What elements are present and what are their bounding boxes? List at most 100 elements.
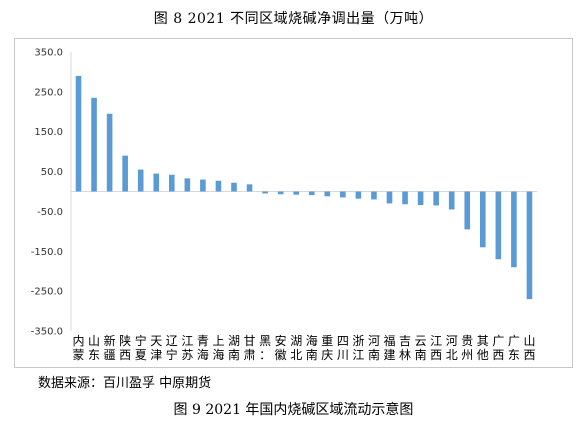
- x-category-label: 海: [306, 333, 318, 348]
- x-category-label: 辽: [166, 334, 178, 348]
- x-category-label: 西: [430, 348, 442, 362]
- x-category-label: 四: [337, 334, 349, 348]
- x-category-label: 其: [477, 334, 489, 348]
- bar-吉林: [402, 191, 408, 205]
- bar-甘肃: [246, 184, 253, 192]
- bar-广东: [511, 191, 517, 268]
- x-category-label: 津: [150, 348, 162, 362]
- x-category-label: 肃: [244, 348, 256, 362]
- x-category-label: 浙: [352, 334, 364, 348]
- chart-title: 图 8 2021 不同区域烧碱净调出量（万吨）: [153, 11, 434, 27]
- x-category-label: 海: [212, 347, 224, 362]
- bar-贵州: [464, 191, 471, 230]
- bar-陕西: [122, 155, 128, 192]
- x-category-label: 新: [104, 333, 116, 348]
- chart-area: 350.0 250.0 150.0 50.0 -50.0 -150.0 -250.0 -350…: [14, 38, 573, 368]
- bar-安徽: [277, 191, 284, 195]
- x-category-label: 建: [383, 348, 395, 362]
- x-category-label: 广: [508, 334, 520, 348]
- bar-黑龙: [262, 191, 268, 194]
- bar-湖南: [231, 182, 237, 192]
- bar-河北: [448, 191, 455, 210]
- x-category-label: 天: [150, 334, 162, 348]
- bar-广西: [495, 191, 502, 260]
- bar-上海: [215, 180, 222, 192]
- x-category-label: 宁: [166, 347, 178, 362]
- x-category-label: 南: [228, 347, 240, 362]
- x-category-label: 吉: [399, 334, 411, 348]
- x-category-label: 西: [523, 348, 535, 362]
- bar-内蒙: [75, 75, 82, 192]
- x-category-label: 内: [72, 334, 84, 348]
- x-category-label: 甘: [244, 334, 256, 348]
- y-tick-label: -50.0: [37, 207, 63, 218]
- x-category-label: 海: [197, 347, 209, 362]
- y-tick-label: -350.0: [31, 327, 63, 338]
- bar-四川: [340, 191, 346, 198]
- x-category-label: 东: [508, 348, 520, 362]
- x-category-label: 河: [368, 334, 380, 348]
- x-category-label: 青: [197, 334, 209, 348]
- bar-重庆: [324, 191, 331, 197]
- y-tick-label: 150.0: [34, 127, 63, 138]
- bar-山西: [526, 191, 533, 300]
- x-category-label: 徽: [275, 347, 287, 362]
- y-axis-labels: 350.0 250.0 150.0 50.0 -50.0 -150.0 -250.0 -350…: [31, 48, 63, 338]
- x-category-label: 西: [119, 348, 131, 362]
- x-category-label: 广: [492, 334, 504, 348]
- x-axis-labels: 内蒙山东新疆陕西宁夏天津辽宁江苏青海上海湖南甘肃黑：安徽湖北海南重庆四川浙江河南…: [72, 333, 535, 362]
- bar-新疆: [106, 113, 113, 192]
- y-tick-label: 350.0: [34, 48, 63, 59]
- bar-福建: [386, 191, 393, 204]
- bar-江苏: [184, 178, 191, 192]
- x-category-label: 西: [492, 348, 504, 362]
- y-tick-label: 250.0: [34, 87, 63, 98]
- x-category-label: 林: [399, 348, 411, 362]
- bar-chart: 350.0 250.0 150.0 50.0 -50.0 -150.0 -250.0 -350…: [31, 48, 538, 362]
- x-category-label: 福: [383, 333, 395, 348]
- bar-浙江: [355, 191, 362, 199]
- x-category-label: 州: [461, 348, 473, 362]
- x-category-label: ：: [259, 348, 271, 362]
- x-category-label: 南: [415, 347, 427, 362]
- x-category-label: 陕: [119, 333, 131, 348]
- x-category-label: 庆: [321, 348, 333, 362]
- x-category-label: 山: [523, 334, 535, 348]
- bar-天津: [153, 173, 160, 192]
- x-category-label: 江: [430, 334, 442, 348]
- x-category-label: 蒙: [72, 348, 84, 362]
- x-category-label: 川: [337, 348, 349, 362]
- x-category-label: 江: [352, 348, 364, 362]
- bar-湖北: [293, 191, 299, 195]
- y-tick-label: -250.0: [31, 287, 63, 298]
- x-category-label: 重: [321, 334, 333, 348]
- x-category-label: 河: [446, 334, 458, 348]
- x-category-label: 安: [275, 333, 287, 348]
- bar-其他: [480, 191, 486, 248]
- bar-山东: [91, 97, 97, 192]
- x-category-label: 山: [88, 334, 100, 348]
- x-category-label: 江: [181, 334, 193, 348]
- x-category-label: 南: [306, 347, 318, 362]
- data-source-note: 数据来源：百川盈孚 中原期货: [38, 376, 212, 391]
- x-category-label: 上: [212, 334, 224, 348]
- x-category-label: 疆: [104, 348, 116, 362]
- bar-辽宁: [169, 174, 175, 192]
- bars: [75, 75, 533, 300]
- x-category-label: 湖: [290, 333, 302, 348]
- bar-江西: [433, 191, 439, 206]
- x-category-label: 东: [88, 348, 100, 362]
- x-category-label: 苏: [181, 348, 193, 362]
- x-category-label: 他: [477, 348, 489, 362]
- x-category-label: 北: [290, 348, 302, 362]
- figure-caption: 图 9 2021 年国内烧碱区域流动示意图: [173, 402, 414, 418]
- bar-青海: [200, 179, 206, 192]
- bar-河南: [371, 191, 377, 200]
- x-category-label: 湖: [228, 333, 240, 348]
- x-category-label: 南: [368, 347, 380, 362]
- y-tick-label: -150.0: [31, 247, 63, 258]
- bar-宁夏: [137, 169, 144, 192]
- x-category-label: 夏: [135, 348, 147, 362]
- x-category-label: 宁: [135, 333, 147, 348]
- x-category-label: 黑: [259, 334, 271, 348]
